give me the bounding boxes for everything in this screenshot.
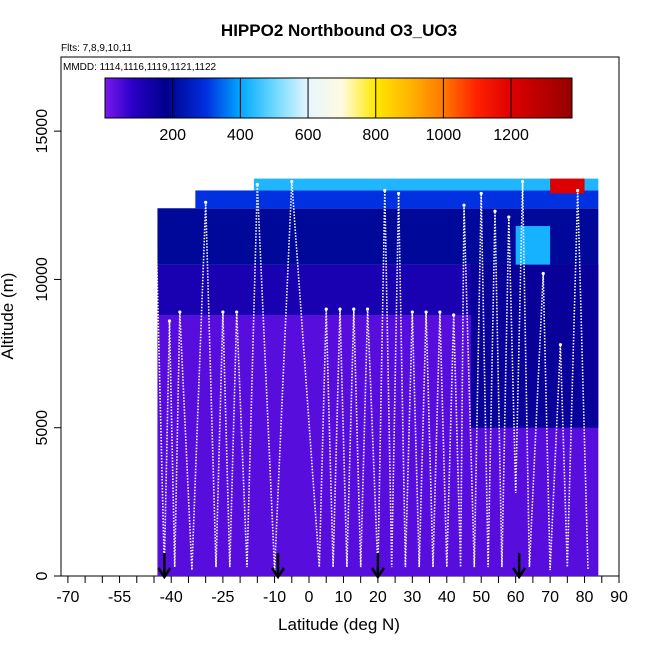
flight-track-point — [352, 307, 356, 311]
flight-track-point — [541, 271, 545, 276]
flight-track-point — [576, 188, 580, 193]
x-tick-label: -55 — [108, 589, 131, 606]
flight-track-point — [520, 179, 525, 184]
flight-track-point — [493, 209, 497, 213]
heatmap-cell — [550, 178, 585, 194]
heatmap-layer — [157, 178, 599, 576]
y-tick-label: 5000 — [34, 410, 51, 446]
x-tick-label: -40 — [160, 589, 183, 606]
colorbar — [104, 77, 573, 119]
heatmap-cell — [470, 264, 599, 428]
y-tick-label: 0 — [34, 571, 51, 580]
flight-track-point — [178, 310, 182, 314]
flight-track-point — [365, 307, 370, 311]
arrow-head — [157, 567, 172, 580]
y-axis-label: Altitude (m) — [0, 273, 17, 360]
flight-track-point — [167, 319, 172, 323]
flight-track-point — [507, 215, 511, 219]
chart-title: HIPPO2 Northbound O3_UO3 — [221, 21, 457, 40]
flights-annotation: Flts: 7,8,9,10,11 — [61, 43, 132, 54]
x-tick-label: 20 — [369, 589, 387, 606]
flight-track-point — [424, 310, 428, 314]
flight-track-point — [452, 313, 456, 317]
colorbar-tick-label: 600 — [295, 127, 322, 144]
flight-track-point — [383, 188, 387, 193]
flight-track — [149, 181, 589, 571]
colorbar-tick-label: 400 — [227, 127, 254, 144]
arrow-head — [512, 567, 527, 580]
colorbar-tick-label: 200 — [159, 127, 186, 144]
y-tick-label: 15000 — [34, 109, 51, 154]
flight-track-point — [338, 307, 342, 311]
flight-track-point — [204, 200, 208, 204]
x-tick-label: -70 — [56, 589, 79, 606]
flight-track-point — [221, 310, 225, 314]
arrow-head — [270, 567, 286, 580]
x-axis: -70 -55 -40 -25 -10 0 10 20 30 40 50 60 70 80 90 — [56, 576, 628, 606]
y-tick-label: 10000 — [34, 257, 51, 302]
flight-track-point — [410, 310, 414, 314]
x-tick-label: 10 — [335, 589, 353, 606]
x-tick-label: 0 — [305, 589, 314, 606]
heatmap-cell — [253, 178, 599, 191]
colorbar-tick-layer: 200 400 600 800 1000 1200 — [159, 78, 529, 144]
flight-track-point — [396, 191, 401, 196]
flight-track-point — [479, 191, 483, 196]
x-tick-label: 30 — [403, 589, 421, 606]
x-tick-label: 80 — [576, 589, 594, 606]
x-tick-label: -25 — [211, 589, 234, 606]
flight-track-point — [558, 343, 563, 347]
flight-track-point — [235, 310, 239, 314]
flight-track-point — [324, 307, 328, 311]
x-tick-label: 40 — [438, 589, 456, 606]
flight-track-point — [255, 182, 259, 187]
flight-track-point — [438, 310, 442, 314]
arrow-layer — [157, 553, 527, 580]
x-tick-label: 50 — [472, 589, 490, 606]
x-tick-label: 70 — [541, 589, 559, 606]
colorbar-tick-label: 1200 — [493, 127, 529, 144]
x-axis-label: Latitude (deg N) — [278, 615, 400, 634]
x-tick-label: 60 — [507, 589, 525, 606]
flight-track-point — [290, 179, 294, 184]
flight-track-layer — [149, 179, 589, 571]
colorbar-tick-label: 1000 — [426, 127, 462, 144]
dates-annotation: MMDD: 1114,1116,1119,1121,1122 — [63, 62, 217, 73]
colorbar-tick-label: 800 — [362, 127, 389, 144]
x-tick-label: -10 — [263, 589, 286, 606]
flight-track-point — [154, 215, 158, 219]
x-tick-label: 90 — [610, 589, 628, 606]
flight-track-point — [462, 203, 466, 207]
heatmap-cell — [195, 190, 599, 209]
y-axis: 0 5000 10000 15000 — [34, 109, 61, 580]
